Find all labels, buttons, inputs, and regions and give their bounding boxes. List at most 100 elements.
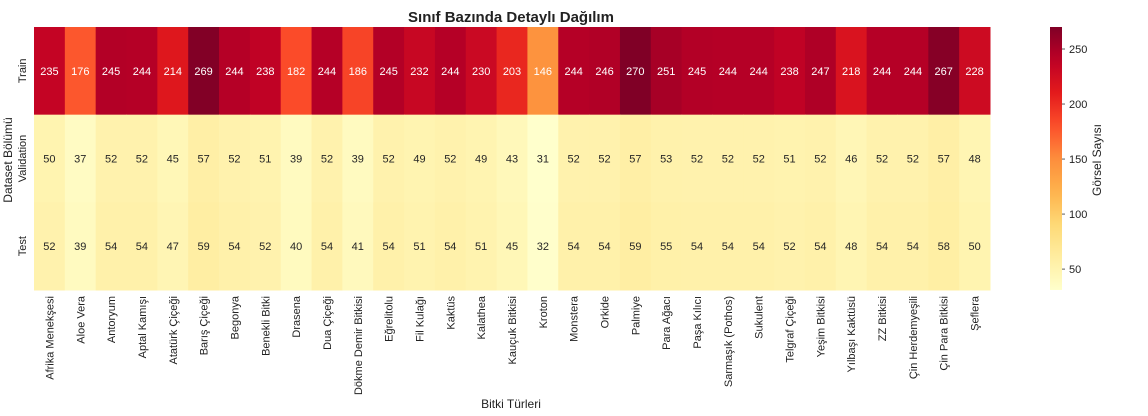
cell-value-label: 52: [691, 154, 703, 166]
cell-value-label: 54: [814, 241, 826, 253]
heatmap-cell: [342, 114, 374, 203]
x-tick-label: ZZ Bitkisi: [877, 296, 889, 341]
x-tick-label: Fil Kulağı: [414, 296, 426, 342]
heatmap-cell: [866, 114, 898, 203]
cell-value-label: 54: [876, 241, 888, 253]
cell-value-label: 52: [753, 154, 765, 166]
heatmap-cell: [434, 202, 467, 291]
x-tick-label: Sarmaşık (Pothos): [723, 296, 735, 387]
cell-value-label: 54: [228, 241, 240, 253]
cell-value-label: 52: [876, 154, 888, 166]
heatmap-cell: [34, 27, 66, 116]
x-tick-labels: Afrika Menekşesi Aloe Vera Antoryum Aptal K…: [44, 295, 981, 395]
x-tick-label: Telgraf Çiçeği: [785, 296, 797, 363]
cell-value-label: 51: [259, 154, 271, 166]
heatmap-cell: [804, 202, 837, 291]
cell-value-label: 43: [506, 154, 518, 166]
cell-value-label: 244: [441, 66, 459, 78]
heatmap-cell: [64, 27, 97, 116]
cell-value-label: 214: [164, 66, 182, 78]
y-tick-label: Test: [17, 236, 29, 256]
heatmap-cell: [835, 27, 868, 116]
heatmap-cell: [280, 27, 313, 116]
x-tick-label: Yeşim Bitkisi: [815, 296, 827, 357]
heatmap-cell: [774, 27, 806, 116]
cell-value-label: 54: [907, 241, 919, 253]
heatmap-cell: [157, 114, 189, 203]
cell-value-label: 51: [413, 241, 425, 253]
heatmap-cell: [373, 114, 405, 203]
x-tick-label: Para Ağacı: [661, 296, 673, 350]
cell-value-label: 39: [290, 154, 302, 166]
y-axis-label: Dataset Bölümü: [1, 117, 15, 202]
heatmap-cell: [558, 27, 590, 116]
x-tick-label: Dökme Demir Bitkisi: [353, 296, 365, 395]
x-tick-label: Atatürk Çiçeği: [168, 296, 180, 364]
heatmap-cell: [897, 202, 929, 291]
heatmap-cell: [619, 114, 652, 203]
cell-value-label: 46: [845, 154, 857, 166]
heatmap-cell: [928, 114, 960, 203]
cell-value-label: 52: [722, 154, 734, 166]
cell-value-label: 52: [105, 154, 117, 166]
heatmap-cell: [157, 202, 189, 291]
heatmap-cell: [373, 202, 405, 291]
heatmap-cell: [774, 114, 806, 203]
heatmap-cell: [928, 202, 960, 291]
colorbar-ticks: 50 100 150 200 250: [1062, 44, 1087, 276]
heatmap-cell: [897, 27, 929, 116]
cell-value-label: 51: [475, 241, 487, 253]
heatmap-cell: [589, 114, 621, 203]
heatmap-cell: [249, 114, 282, 203]
x-tick-label: Eğrelitolu: [384, 296, 396, 342]
x-tick-label: Aloe Vera: [75, 295, 87, 344]
x-tick-label: Kaktüs: [445, 296, 457, 330]
heatmap-cell: [157, 27, 189, 116]
y-tick-labels: Train Validation Test: [17, 59, 29, 257]
heatmap-cell: [959, 202, 991, 291]
heatmap-cell: [681, 114, 713, 203]
colorbar-label: Görsel Sayısı: [1090, 124, 1104, 196]
cell-value-label: 39: [74, 241, 86, 253]
heatmap-cell: [866, 202, 898, 291]
cell-value-label: 146: [534, 66, 552, 78]
heatmap-cell: [774, 202, 806, 291]
cell-value-label: 32: [537, 241, 549, 253]
cell-value-label: 270: [626, 66, 644, 78]
cell-value-label: 49: [475, 154, 487, 166]
cell-value-label: 52: [228, 154, 240, 166]
heatmap-cell: [95, 27, 128, 116]
heatmap-cell: [804, 114, 837, 203]
cell-value-label: 37: [74, 154, 86, 166]
cell-value-label: 245: [102, 66, 120, 78]
cell-value-label: 176: [71, 66, 89, 78]
x-tick-label: Dua Çiçeği: [322, 296, 334, 350]
cell-value-label: 52: [136, 154, 148, 166]
heatmap-cell: [465, 27, 498, 116]
heatmap-cell: [188, 114, 220, 203]
heatmap-cell: [589, 27, 621, 116]
cell-value-label: 57: [938, 154, 950, 166]
colorbar: [1050, 27, 1062, 290]
cell-value-label: 50: [43, 154, 55, 166]
colorbar-tick-label: 150: [1069, 154, 1087, 166]
cell-value-label: 269: [194, 66, 212, 78]
cell-value-label: 54: [383, 241, 395, 253]
cell-value-label: 238: [256, 66, 274, 78]
heatmap-cell: [897, 114, 929, 203]
cell-value-label: 230: [472, 66, 490, 78]
heatmap-cell: [928, 27, 960, 116]
cell-value-label: 54: [753, 241, 765, 253]
cell-value-label: 52: [598, 154, 610, 166]
cell-value-label: 57: [197, 154, 209, 166]
x-tick-label: Çin Herdemyeşili: [908, 296, 920, 379]
cell-value-label: 58: [938, 241, 950, 253]
cell-value-label: 52: [444, 154, 456, 166]
heatmap-cell: [126, 114, 158, 203]
cell-value-label: 40: [290, 241, 302, 253]
x-tick-label: Barış Çiçeği: [199, 296, 211, 355]
cell-value-label: 31: [537, 154, 549, 166]
heatmap-cell: [681, 27, 713, 116]
heatmap-cell: [311, 202, 343, 291]
